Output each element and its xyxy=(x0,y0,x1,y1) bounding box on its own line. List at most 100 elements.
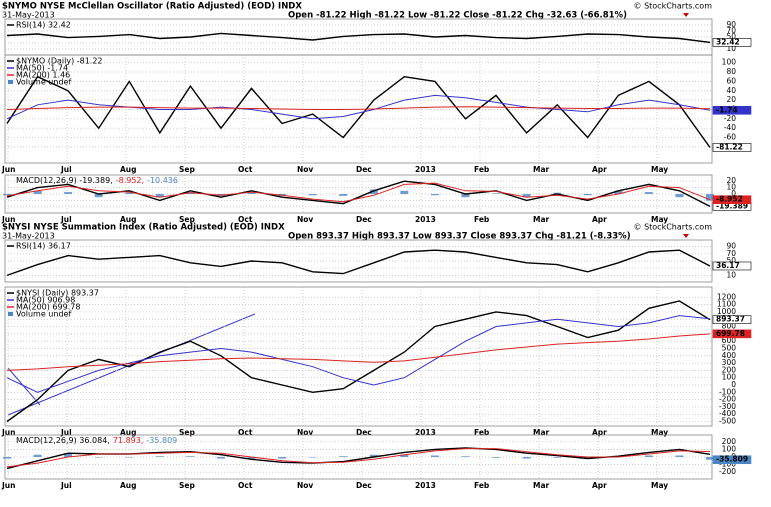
x-tick-label: Aug xyxy=(120,428,137,437)
histogram-bar xyxy=(125,192,134,194)
x-tick-label: May xyxy=(651,428,668,437)
legend-entry: -8.952, xyxy=(116,176,144,185)
x-tick-label: Feb xyxy=(474,428,490,437)
x-tick-label: Nov xyxy=(297,165,313,174)
histogram-bar xyxy=(461,194,470,198)
y-tick-label: -100 xyxy=(719,387,736,396)
source: © StockCharts.com xyxy=(634,223,713,232)
down-arrow xyxy=(683,13,689,17)
histogram-bar xyxy=(583,194,592,196)
legend-entry: RSI(14) 32.42 xyxy=(16,21,71,30)
x-tick-label: 2013 xyxy=(415,428,436,437)
x-tick-label: Aug xyxy=(120,215,137,224)
histogram-bar xyxy=(247,192,256,194)
x-tick-label: Jul xyxy=(60,215,72,224)
down-arrow xyxy=(683,234,689,238)
x-tick-label: Feb xyxy=(474,481,490,490)
histogram-bar xyxy=(675,194,684,198)
value-tag: -81.22 xyxy=(716,142,743,151)
y-tick-label: 10 xyxy=(726,44,736,53)
histogram-bar xyxy=(522,457,531,459)
x-tick-label: Nov xyxy=(297,428,313,437)
y-tick-label: 200 xyxy=(722,437,737,446)
x-tick-label: Jul xyxy=(60,165,72,174)
legend-entry: 71.893, xyxy=(113,436,144,445)
y-tick-label: 1100 xyxy=(717,300,736,309)
legend-entry: -10.436 xyxy=(147,176,178,185)
legend-entry: MACD(12,26,9) -19.389, xyxy=(16,176,113,185)
panel-frame xyxy=(4,54,713,164)
histogram-bar xyxy=(461,456,470,457)
histogram-bar xyxy=(339,456,348,457)
legend-entry: $NYSI (Daily) 893.37 xyxy=(16,289,99,298)
y-tick-label: 50 xyxy=(726,32,736,41)
x-tick-label: Sep xyxy=(179,428,195,437)
x-tick-label: Aug xyxy=(120,165,137,174)
legend-entry: MA(200) 1.46 xyxy=(16,71,70,80)
legend-entry: MA(50) -1.74 xyxy=(16,64,68,73)
histogram-bar xyxy=(125,457,134,458)
x-tick-label: Dec xyxy=(356,165,372,174)
histogram-bar xyxy=(492,457,501,458)
trend-line xyxy=(7,367,41,406)
histogram-bar xyxy=(522,194,531,198)
histogram-bar xyxy=(644,455,653,457)
y-tick-label: -60 xyxy=(724,133,736,142)
value-tag-bg xyxy=(712,315,752,325)
x-tick-label: Jul xyxy=(60,428,72,437)
legend-note: Volume undef xyxy=(16,310,71,319)
value-tag: -1.74 xyxy=(716,105,738,114)
y-tick-label: 90 xyxy=(726,20,736,29)
x-tick-label: Jul xyxy=(60,481,72,490)
x-tick-label: May xyxy=(651,481,668,490)
histogram-bar xyxy=(614,190,623,194)
histogram-bar xyxy=(339,194,348,196)
x-tick-label: Mar xyxy=(533,215,550,224)
histogram-bar xyxy=(3,194,11,196)
histogram-bar xyxy=(369,454,378,457)
y-tick-label: -200 xyxy=(719,467,736,476)
chart-title: $NYSI NYSE Summation Index (Ratio Adjust… xyxy=(2,223,285,233)
legend-entry: -35.809 xyxy=(146,436,177,445)
x-tick-label: Apr xyxy=(592,165,607,174)
y-tick-label: 1000 xyxy=(717,307,736,316)
legend-entry: RSI(14) 36.17 xyxy=(16,242,71,251)
y-tick-label: 50 xyxy=(726,256,736,265)
y-tick-label: 300 xyxy=(722,358,737,367)
y-tick-label: 10 xyxy=(726,183,736,192)
date: 31-May-2013 xyxy=(2,232,55,241)
x-tick-label: Oct xyxy=(238,215,253,224)
histogram-bar xyxy=(94,194,103,198)
value-tag-bg xyxy=(712,105,752,115)
y-tick-label: 100 xyxy=(722,58,737,67)
histogram-bar xyxy=(155,194,164,198)
value-tag-bg xyxy=(712,329,752,339)
y-tick-label: -200 xyxy=(719,395,736,404)
x-tick-label: Sep xyxy=(179,481,195,490)
histogram-bar xyxy=(369,189,378,194)
histogram-bar xyxy=(308,194,317,196)
series-line xyxy=(6,180,711,208)
x-tick-label: Mar xyxy=(533,428,550,437)
x-tick-label: Oct xyxy=(238,165,253,174)
value-tag-bg xyxy=(712,261,752,271)
date: 31-May-2013 xyxy=(2,11,55,20)
value-tag: -35.809 xyxy=(716,455,748,464)
y-tick-label: 70 xyxy=(726,26,736,35)
series-line xyxy=(6,300,711,423)
legend-swatch xyxy=(8,80,13,84)
y-tick-label: -400 xyxy=(719,409,736,418)
legend-entry: MACD(12,26,9) 36.084, xyxy=(16,436,110,445)
x-tick-label: Nov xyxy=(297,481,313,490)
histogram-bar xyxy=(400,454,409,457)
histogram-bar xyxy=(278,457,287,459)
histogram-bar xyxy=(400,190,409,194)
histogram-bar xyxy=(33,454,42,457)
y-tick-label: 0 xyxy=(731,189,736,198)
histogram-bar xyxy=(430,194,439,196)
x-tick-label: 2013 xyxy=(415,165,436,174)
value-tag-bg xyxy=(712,143,752,152)
chart-title: $NYMO NYSE McClellan Oscillator (Ratio A… xyxy=(2,2,302,12)
